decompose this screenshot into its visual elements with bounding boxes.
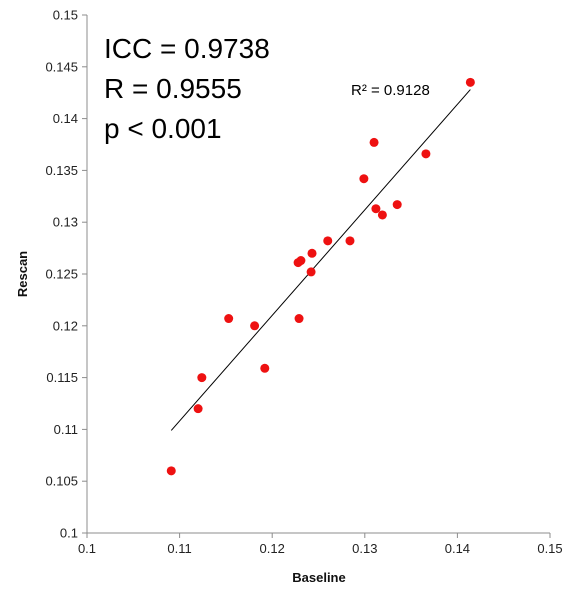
x-tick-label: 0.11: [167, 541, 191, 556]
y-tick-label: 0.12: [53, 318, 78, 333]
y-tick-label: 0.14: [53, 111, 78, 126]
data-point: [392, 200, 402, 210]
x-tick-label: 0.13: [352, 541, 377, 556]
y-tick-label: 0.15: [53, 8, 78, 23]
x-tick-label: 0.15: [537, 541, 562, 556]
x-tick-label: 0.14: [445, 541, 470, 556]
data-point: [371, 204, 381, 214]
data-point: [224, 314, 234, 324]
data-point: [193, 404, 203, 414]
y-axis-title: Rescan: [15, 251, 30, 297]
y-tick-label: 0.145: [45, 59, 78, 74]
data-point: [359, 174, 369, 184]
y-tick-label: 0.1: [60, 526, 78, 541]
icc-annotation: ICC = 0.9738: [104, 33, 270, 64]
x-tick-label: 0.1: [78, 541, 96, 556]
data-point: [296, 256, 306, 266]
data-point: [421, 149, 431, 159]
data-point: [307, 248, 317, 258]
y-tick-label: 0.115: [46, 370, 78, 385]
data-point: [377, 210, 387, 220]
data-points: [166, 77, 475, 476]
x-axis-title: Baseline: [292, 570, 345, 585]
r-squared-label: R² = 0.9128: [351, 82, 430, 99]
y-tick-label: 0.11: [54, 422, 78, 437]
data-point: [465, 77, 475, 87]
data-point: [166, 466, 176, 476]
y-tick-label: 0.13: [53, 215, 78, 230]
data-point: [345, 236, 355, 246]
data-point: [197, 373, 207, 383]
tick-labels: 0.1 0.105 0.11 0.115 0.12 0.125 0.13 0.135 0.14 0…: [45, 8, 562, 557]
r-annotation: R = 0.9555: [104, 73, 242, 104]
data-point: [260, 363, 270, 373]
y-tick-label: 0.105: [45, 474, 78, 489]
trendline: [170, 89, 471, 431]
data-point: [323, 236, 333, 246]
data-point: [294, 314, 304, 324]
y-tick-label: 0.125: [45, 267, 78, 282]
x-tick-label: 0.12: [260, 541, 285, 556]
trendline-layer: [170, 89, 471, 431]
data-point: [250, 321, 260, 331]
y-tick-label: 0.135: [45, 163, 78, 178]
data-point: [369, 137, 379, 147]
data-point: [306, 267, 316, 277]
p-annotation: p < 0.001: [104, 113, 222, 144]
